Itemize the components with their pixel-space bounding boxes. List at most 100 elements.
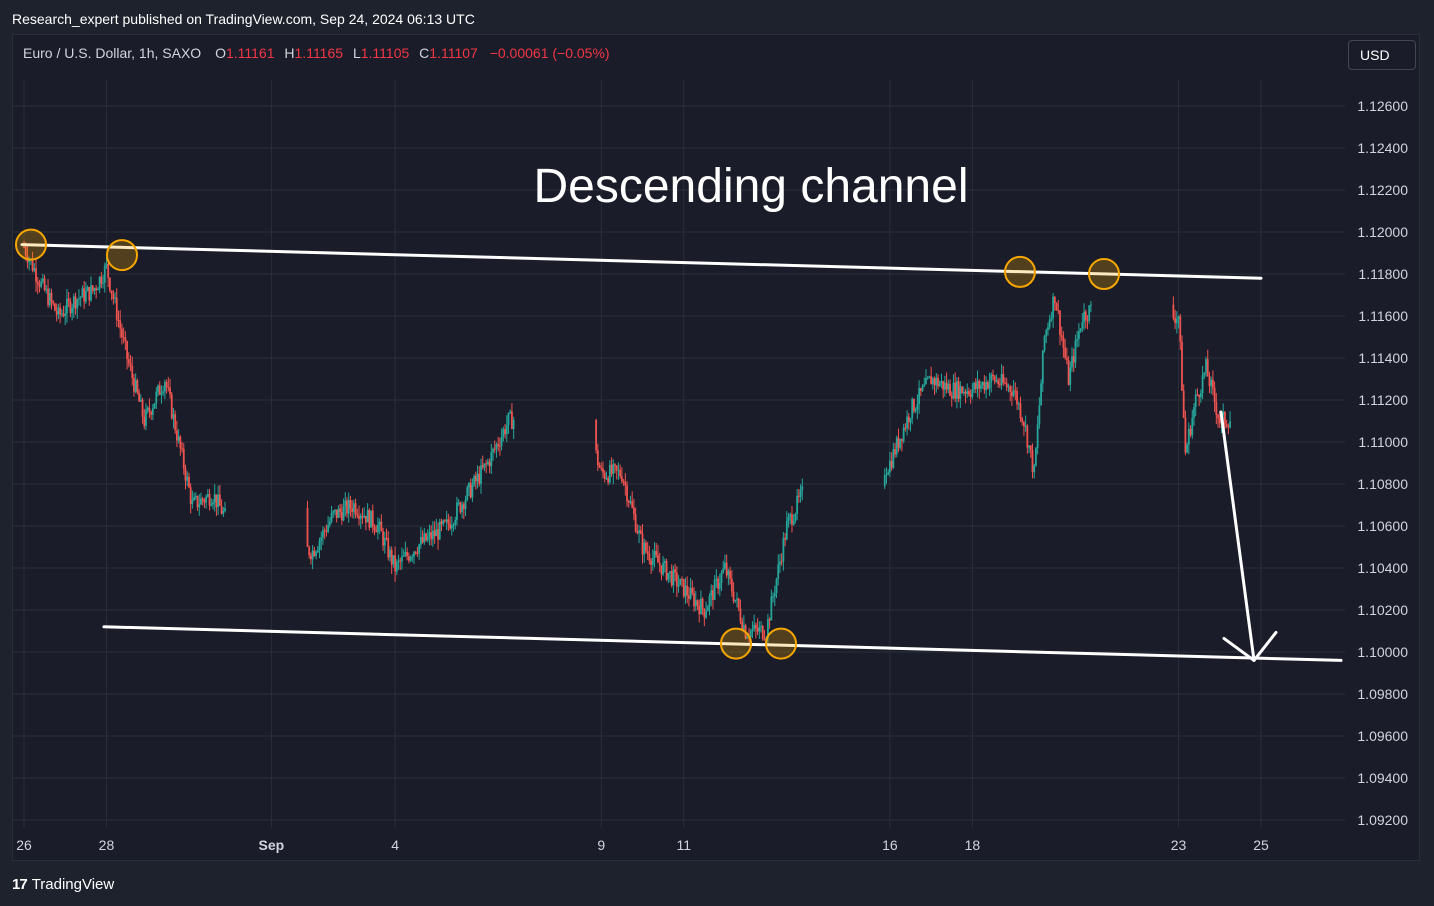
candle-body xyxy=(622,481,625,483)
time-tick-label: 4 xyxy=(391,837,399,853)
candle-body xyxy=(328,521,331,526)
candle-body xyxy=(122,337,125,339)
lower-trendline[interactable] xyxy=(102,625,1343,662)
candle-body xyxy=(672,569,675,586)
price-tick-label: 1.09600 xyxy=(1357,728,1408,744)
candle-body xyxy=(1019,403,1022,419)
candle-body xyxy=(909,418,912,423)
currency-button[interactable]: USD xyxy=(1348,40,1416,70)
candle-body xyxy=(78,298,80,300)
candle-body xyxy=(634,513,637,532)
candle-body xyxy=(677,585,680,587)
candle-body xyxy=(986,382,989,389)
candle-body xyxy=(153,403,156,409)
candle-body xyxy=(346,500,348,514)
candle-body xyxy=(1041,350,1044,384)
candle-body xyxy=(330,513,333,522)
candle-body xyxy=(703,608,706,618)
candle-body xyxy=(93,288,96,291)
candle-body xyxy=(157,385,159,392)
candle-body xyxy=(457,502,460,504)
candle-body xyxy=(36,281,39,285)
candle-body xyxy=(145,409,147,427)
candle-body xyxy=(775,578,778,594)
candle-body xyxy=(1181,341,1183,391)
close-label: C xyxy=(419,45,430,61)
touch-marker[interactable] xyxy=(720,627,752,660)
candle-body xyxy=(184,468,187,481)
candle-body xyxy=(473,476,476,486)
candle-body xyxy=(761,625,764,640)
price-tick-label: 1.10600 xyxy=(1357,518,1408,534)
candle-body xyxy=(148,407,151,413)
candle-body xyxy=(1017,403,1020,405)
open-label: O xyxy=(215,45,226,61)
candle-body xyxy=(694,600,697,607)
candle-body xyxy=(760,625,762,628)
candle-body xyxy=(718,582,721,589)
touch-marker[interactable] xyxy=(106,239,138,272)
candle-body xyxy=(710,590,713,597)
candle-body xyxy=(1090,304,1092,306)
candle-body xyxy=(127,359,130,364)
candle-body xyxy=(785,520,788,540)
candle-body xyxy=(162,391,165,394)
candles xyxy=(23,240,1231,648)
candle-body xyxy=(351,508,354,513)
candle-body xyxy=(1029,445,1032,451)
candle-body xyxy=(1088,305,1091,321)
candle-body xyxy=(796,495,799,514)
candle-body xyxy=(193,497,195,501)
candle-body xyxy=(495,444,498,449)
candle-body xyxy=(595,419,598,451)
candle-body xyxy=(681,578,683,580)
candle-body xyxy=(213,494,216,503)
projection-arrow-shaft[interactable] xyxy=(1219,410,1256,662)
candle-body xyxy=(753,624,756,630)
candle-body xyxy=(325,531,328,533)
candle-body xyxy=(361,515,364,518)
candle-body xyxy=(725,562,728,576)
candle-body xyxy=(1040,383,1042,406)
candle-body xyxy=(660,565,663,575)
candle-body xyxy=(141,399,144,417)
candle-body xyxy=(383,537,386,546)
candle-body xyxy=(320,537,323,541)
projection-arrow-head[interactable] xyxy=(1222,630,1278,662)
candle-body xyxy=(902,427,905,442)
candle-body xyxy=(689,588,692,599)
candle-body xyxy=(889,460,891,473)
candle-body xyxy=(98,276,101,290)
candle-body xyxy=(1184,417,1187,453)
candle-body xyxy=(940,381,943,384)
candle-body xyxy=(399,560,402,562)
candle-body xyxy=(1072,356,1075,363)
candle-body xyxy=(957,381,960,399)
candle-body xyxy=(746,636,749,639)
touch-marker[interactable] xyxy=(765,627,797,660)
candle-body xyxy=(1227,425,1230,428)
candle-body xyxy=(724,562,726,569)
candle-body xyxy=(639,530,642,534)
candle-body xyxy=(784,537,786,540)
candle-body xyxy=(643,542,646,555)
candle-body xyxy=(481,465,484,468)
touch-marker[interactable] xyxy=(15,228,47,261)
candle-body xyxy=(619,470,622,477)
candle-body xyxy=(414,551,417,554)
candle-body xyxy=(485,463,488,465)
touch-marker[interactable] xyxy=(1004,255,1036,288)
candle-body xyxy=(471,485,474,498)
touch-marker[interactable] xyxy=(1088,258,1120,290)
candle-body xyxy=(206,494,209,497)
upper-trendline[interactable] xyxy=(20,243,1263,280)
candle-body xyxy=(433,530,436,537)
open-value: 1.11161 xyxy=(225,45,275,61)
candle-body xyxy=(191,500,194,504)
candle-body xyxy=(670,571,673,586)
candle-body xyxy=(1021,418,1024,423)
candle-body xyxy=(354,503,357,515)
candle-body xyxy=(1213,387,1216,403)
tradingview-logo[interactable]: 17 TradingView xyxy=(12,876,114,893)
